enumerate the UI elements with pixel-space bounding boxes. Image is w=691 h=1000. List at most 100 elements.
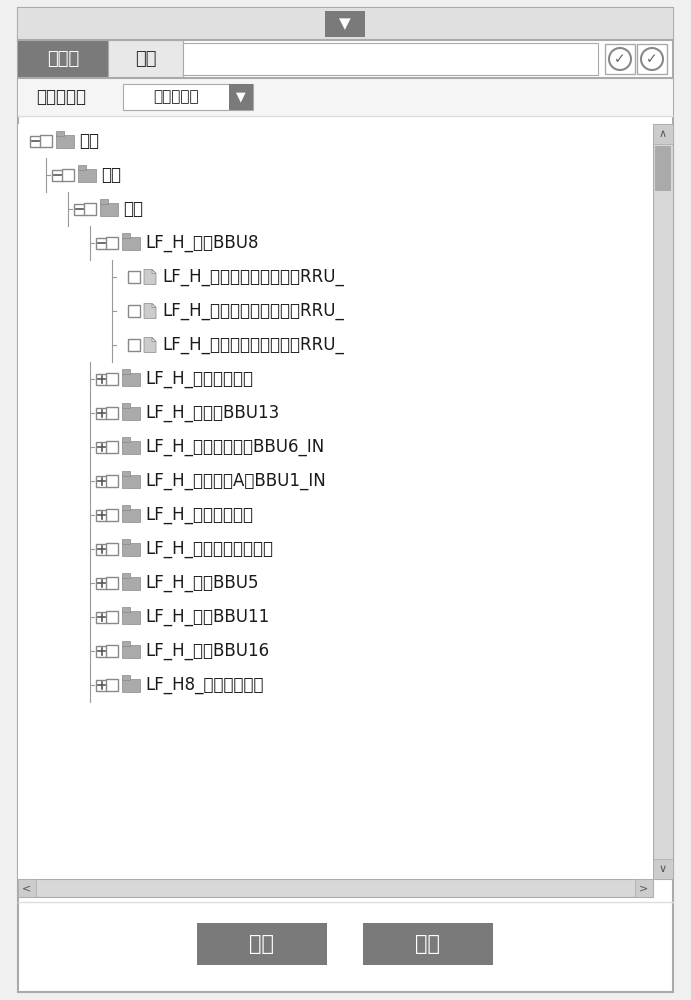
Bar xyxy=(106,407,118,419)
Bar xyxy=(653,124,673,144)
Bar xyxy=(122,641,130,646)
Bar xyxy=(106,577,118,589)
Bar xyxy=(653,859,673,879)
Bar xyxy=(122,236,140,249)
Text: LF_H_仁桥BBU5: LF_H_仁桥BBU5 xyxy=(145,574,258,592)
Text: ▼: ▼ xyxy=(236,91,246,104)
Bar xyxy=(122,610,140,624)
Bar xyxy=(97,578,108,588)
Bar xyxy=(183,43,598,75)
Bar xyxy=(100,198,108,204)
Bar xyxy=(106,475,118,487)
Bar xyxy=(122,504,130,510)
Bar xyxy=(18,124,653,879)
Bar xyxy=(122,572,130,578)
Bar xyxy=(106,679,118,691)
Text: LF_H_杭州拱墅大演发仓库RRU_: LF_H_杭州拱墅大演发仓库RRU_ xyxy=(162,302,344,320)
Bar xyxy=(128,339,140,351)
Bar xyxy=(122,436,130,442)
Text: <: < xyxy=(22,883,32,893)
Text: 确定: 确定 xyxy=(249,934,274,954)
Bar xyxy=(106,611,118,623)
Bar xyxy=(108,40,183,78)
Bar xyxy=(106,509,118,521)
Text: 选择方式：: 选择方式： xyxy=(36,88,86,106)
Text: LF_H_半山BBU8: LF_H_半山BBU8 xyxy=(145,234,258,252)
Bar xyxy=(363,923,493,965)
Polygon shape xyxy=(152,304,156,308)
Bar xyxy=(97,646,108,656)
Bar xyxy=(106,645,118,657)
Bar xyxy=(18,40,108,78)
Bar xyxy=(97,237,108,248)
Text: LF_H_二枢纠BBU13: LF_H_二枢纠BBU13 xyxy=(145,404,279,422)
Text: LF_H_杭州拱墅大演发仓库RRU_: LF_H_杭州拱墅大演发仓库RRU_ xyxy=(162,268,344,286)
Bar xyxy=(97,408,108,418)
Text: >: > xyxy=(639,883,649,893)
Bar xyxy=(84,203,96,215)
Text: LF_H_市民中心A楼BBU1_IN: LF_H_市民中心A楼BBU1_IN xyxy=(145,472,325,490)
Text: LF_H_杭州拱墅大演发仓库RRU_: LF_H_杭州拱墅大演发仓库RRU_ xyxy=(162,336,344,354)
Bar xyxy=(122,576,140,589)
Bar xyxy=(97,373,108,384)
Polygon shape xyxy=(144,269,156,284)
Text: 取消: 取消 xyxy=(415,934,440,954)
Text: ✓: ✓ xyxy=(614,52,626,66)
Bar xyxy=(197,923,327,965)
Bar xyxy=(56,134,74,147)
Bar xyxy=(128,305,140,317)
Bar xyxy=(122,674,130,680)
Bar xyxy=(97,510,108,520)
Bar xyxy=(122,645,140,658)
Bar xyxy=(97,611,108,622)
Bar xyxy=(122,678,140,692)
Bar xyxy=(653,124,673,879)
Text: 杭州: 杭州 xyxy=(101,166,121,184)
Bar xyxy=(325,11,365,37)
Text: LF_H_仁桥BBU11: LF_H_仁桥BBU11 xyxy=(145,608,269,626)
Bar xyxy=(122,368,130,373)
Bar xyxy=(62,169,74,181)
Bar xyxy=(128,271,140,283)
Bar xyxy=(122,606,130,611)
Bar xyxy=(122,475,140,488)
Bar xyxy=(18,8,673,40)
Text: ✓: ✓ xyxy=(646,52,658,66)
Bar xyxy=(78,164,86,169)
Bar xyxy=(30,135,41,146)
Bar xyxy=(122,440,140,454)
Bar xyxy=(106,543,118,555)
Polygon shape xyxy=(144,304,156,318)
Bar xyxy=(122,508,140,522)
Bar xyxy=(100,202,118,216)
Text: 华为: 华为 xyxy=(123,200,143,218)
Bar xyxy=(18,879,653,897)
Bar xyxy=(75,204,86,215)
Text: 浙江: 浙江 xyxy=(79,132,99,150)
Bar xyxy=(97,476,108,487)
Bar xyxy=(56,130,64,135)
Text: LF_H_杭州二圣庙前BBU6_IN: LF_H_杭州二圣庙前BBU6_IN xyxy=(145,438,324,456)
Text: LF_H_转塘BBU16: LF_H_转塘BBU16 xyxy=(145,642,269,660)
Bar xyxy=(40,135,52,147)
Bar xyxy=(605,44,635,74)
Text: ∧: ∧ xyxy=(659,129,667,139)
Bar xyxy=(635,879,653,897)
Bar xyxy=(97,680,108,690)
Bar xyxy=(106,373,118,385)
Bar xyxy=(122,372,140,385)
Bar xyxy=(97,442,108,452)
Bar xyxy=(97,544,108,554)
Bar xyxy=(18,879,36,897)
Bar xyxy=(122,538,130,544)
Text: ∨: ∨ xyxy=(659,864,667,874)
Text: ▼: ▼ xyxy=(339,16,351,31)
Text: 网元树: 网元树 xyxy=(47,50,79,68)
Bar xyxy=(106,237,118,249)
Text: LF_H8_余杭长乐西山: LF_H8_余杭长乐西山 xyxy=(145,676,263,694)
Bar xyxy=(123,84,253,110)
Bar xyxy=(122,402,130,408)
Bar xyxy=(106,441,118,453)
Bar xyxy=(122,232,130,237)
Bar xyxy=(229,84,253,110)
